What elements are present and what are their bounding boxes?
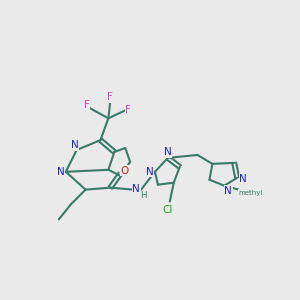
Text: F: F — [107, 92, 113, 103]
Text: N: N — [132, 184, 140, 194]
Text: H: H — [140, 191, 146, 200]
Text: N: N — [71, 140, 79, 150]
Text: Cl: Cl — [163, 206, 173, 215]
Text: N: N — [224, 186, 232, 196]
Text: O: O — [120, 166, 128, 176]
Text: N: N — [146, 167, 154, 177]
Text: N: N — [239, 174, 247, 184]
Text: N: N — [164, 147, 172, 157]
Text: N: N — [57, 167, 65, 177]
Text: F: F — [125, 105, 131, 116]
Text: F: F — [84, 100, 89, 110]
Text: methyl: methyl — [238, 190, 262, 196]
